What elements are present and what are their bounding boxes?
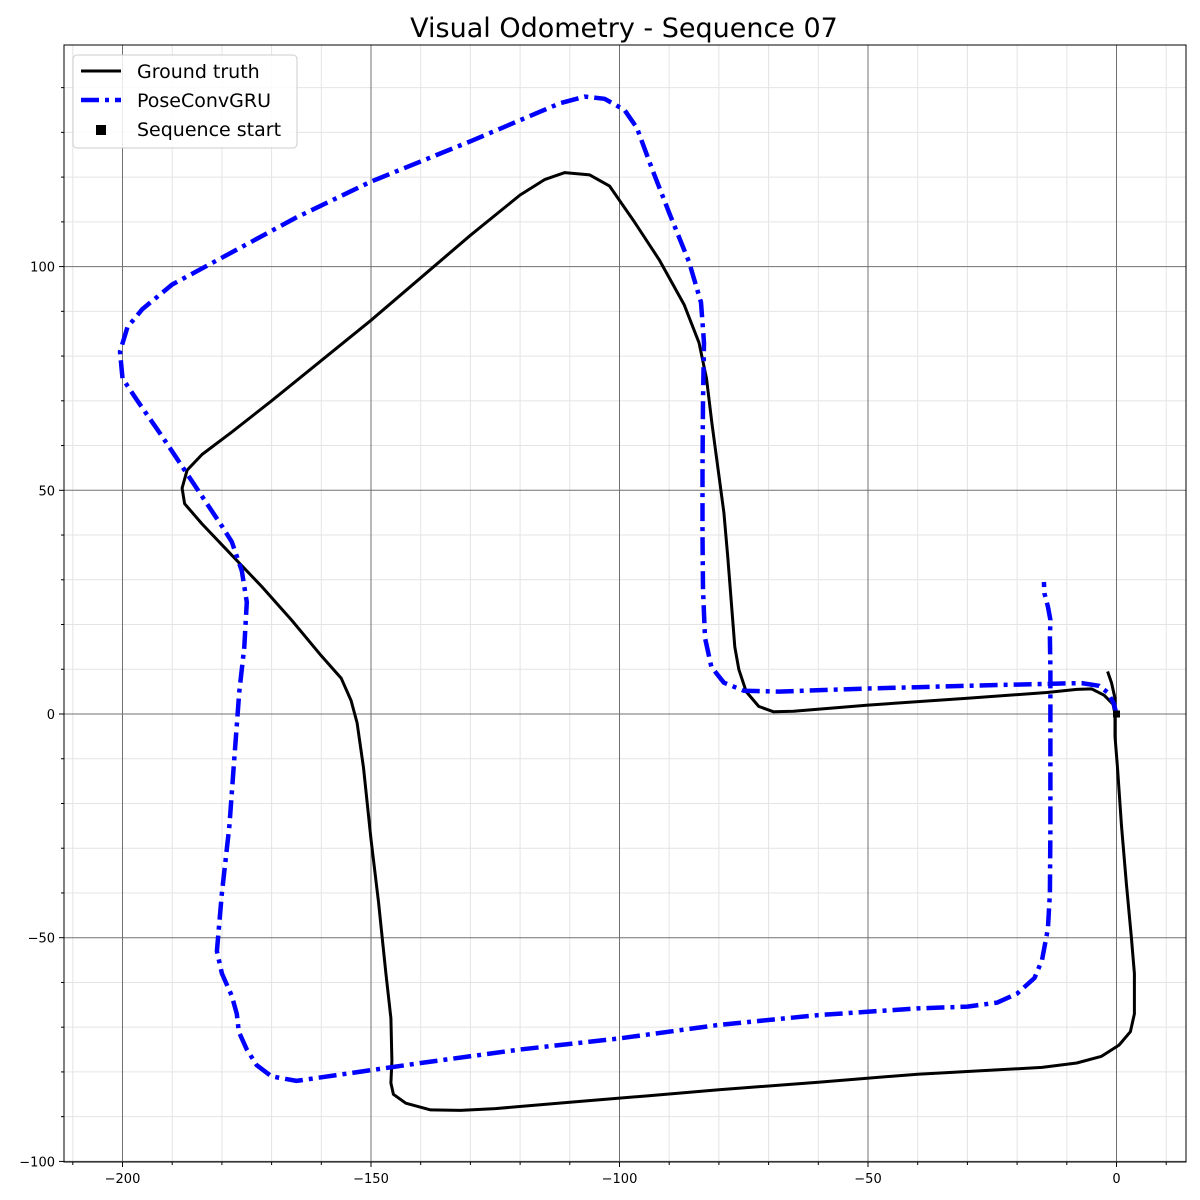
chart-title: Visual Odometry - Sequence 07: [410, 13, 838, 44]
ticks: −200 −150 −100 −50 0 −100 −50 0 50 100: [19, 87, 1167, 1187]
x-tick-label: 0: [1112, 1172, 1120, 1187]
y-tick-label: 50: [38, 484, 55, 499]
x-tick-label: −100: [602, 1172, 638, 1187]
series-layer: [117, 94, 1136, 1112]
legend-swatch-sequence-start: [96, 125, 106, 135]
x-tick-label: −150: [353, 1172, 389, 1187]
y-tick-label: −50: [28, 932, 55, 947]
series-line-poseconvgru: [117, 94, 1119, 1084]
legend-box: [72, 54, 298, 149]
sequence-start-marker: [1113, 710, 1120, 718]
legend-label-ground-truth: Ground truth: [137, 61, 260, 83]
y-tick-label: −100: [19, 1155, 55, 1170]
y-tick-label: 100: [30, 261, 55, 276]
y-tick-label: 0: [47, 708, 55, 723]
series-line-ground-truth: [180, 171, 1136, 1112]
legend-label-sequence-start: Sequence start: [137, 119, 281, 141]
minor-grid: [64, 45, 1186, 1162]
plot-frame: [63, 44, 1187, 1163]
major-grid: [64, 45, 1186, 1162]
legend: Ground truth PoseConvGRU Sequence start: [72, 54, 298, 149]
x-tick-label: −50: [854, 1172, 881, 1187]
legend-label-poseconvgru: PoseConvGRU: [137, 90, 271, 112]
x-tick-label: −200: [105, 1172, 141, 1187]
